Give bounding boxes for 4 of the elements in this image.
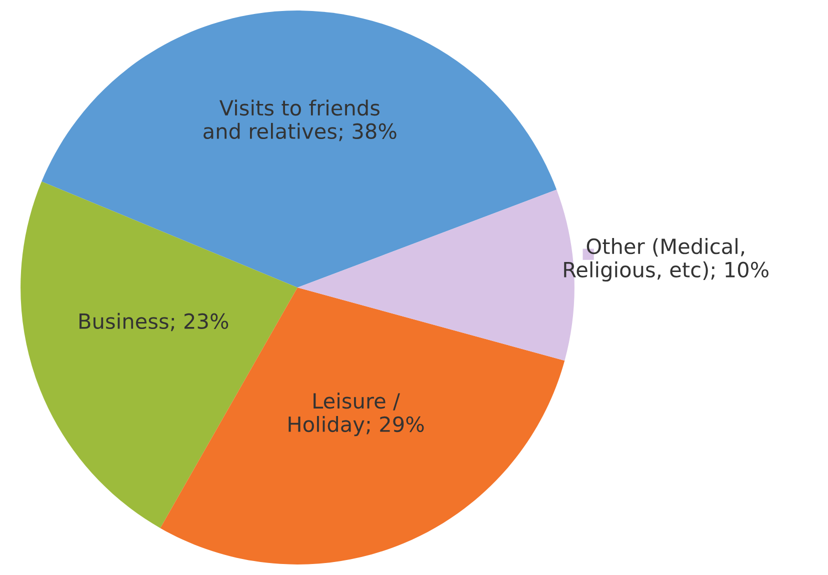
legend-label: Other (Medical, Religious, etc); 10% — [564, 238, 768, 282]
slice-label: Visits to friends and relatives; 38% — [204, 100, 396, 142]
slice-label: Business; 23% — [80, 312, 228, 332]
slice-label: Leisure / Holiday; 29% — [288, 392, 424, 436]
